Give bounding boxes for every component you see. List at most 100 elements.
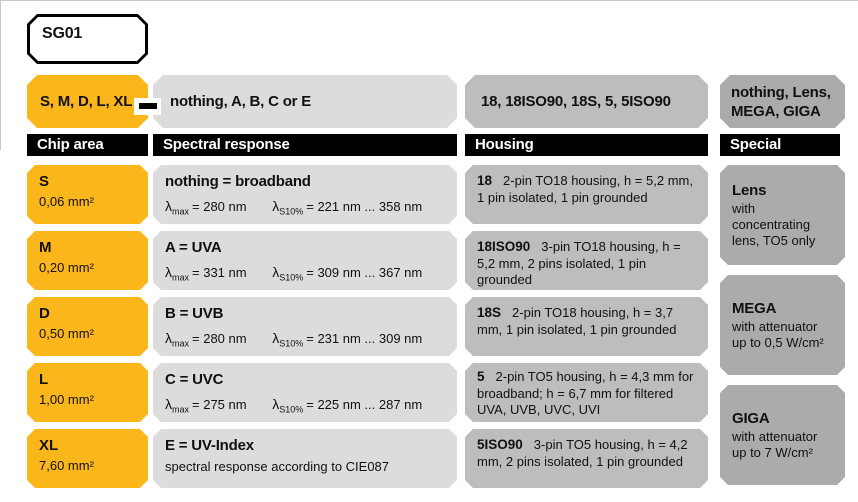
chip-code: S bbox=[39, 173, 50, 190]
housing-row-box: 18 2-pin TO18 housing, h = 5,2 mm, 1 pin … bbox=[465, 165, 708, 224]
column-header-housing: Housing bbox=[465, 134, 708, 156]
lambda-max-segment: λmax = 280 nm bbox=[165, 331, 247, 346]
selector-special-values: nothing, Lens, MEGA, GIGA bbox=[720, 75, 845, 128]
housing-code: 5ISO90 bbox=[477, 437, 523, 452]
housing-row-box: 5 2-pin TO5 housing, h = 4,3 mm for broad… bbox=[465, 363, 708, 422]
segment-dash bbox=[139, 103, 157, 109]
lambda-symbol: λ bbox=[272, 198, 280, 214]
lambda-symbol: λ bbox=[165, 330, 172, 346]
lambda-s10-segment: λS10% = 231 nm ... 309 nm bbox=[272, 331, 422, 346]
lambda-max-value: = 275 nm bbox=[192, 397, 247, 412]
special-description: with attenuator up to 0,5 W/cm² bbox=[732, 318, 824, 350]
spectral-row-box: E = UV-Index spectral response according… bbox=[153, 429, 457, 488]
lambda-s10-value: = 225 nm ... 287 nm bbox=[306, 397, 423, 412]
housing-description: 3-pin TO18 housing, h = 5,2 mm, 2 pins i… bbox=[477, 239, 681, 287]
selector-housing-values: 18, 18ISO90, 18S, 5, 5ISO90 bbox=[465, 75, 708, 128]
lambda-max-value: = 280 nm bbox=[192, 331, 247, 346]
lambda-s10-subscript: S10% bbox=[279, 206, 304, 217]
chip-area-value: 0,06 mm² bbox=[39, 194, 94, 209]
chip-area-value: 7,60 mm² bbox=[39, 458, 94, 473]
spectral-note: spectral response according to CIE087 bbox=[165, 459, 390, 474]
lambda-max-subscript: max bbox=[172, 338, 190, 349]
housing-code: 18S bbox=[477, 305, 502, 320]
lambda-s10-subscript: S10% bbox=[279, 338, 304, 349]
column-header-chip-area: Chip area bbox=[27, 134, 148, 156]
lambda-s10-subscript: S10% bbox=[279, 272, 304, 283]
lambda-s10-subscript: S10% bbox=[279, 404, 304, 415]
chip-row-box: L 1,00 mm² bbox=[27, 363, 148, 422]
lambda-s10-value: = 231 nm ... 309 nm bbox=[306, 331, 423, 346]
lambda-s10-segment: λS10% = 221 nm ... 358 nm bbox=[272, 199, 422, 214]
housing-code: 5 bbox=[477, 369, 485, 384]
spectral-row-box: A = UVA λmax = 331 nm λS10% = 309 nm ... 3… bbox=[153, 231, 457, 290]
chip-code: L bbox=[39, 371, 49, 388]
product-code: SG01 bbox=[42, 25, 83, 42]
housing-description: 2-pin TO18 housing, h = 5,2 mm, 1 pin is… bbox=[477, 173, 693, 205]
chip-row-box: M 0,20 mm² bbox=[27, 231, 148, 290]
spectral-title: C = UVC bbox=[165, 371, 224, 388]
housing-row-box: 5ISO90 3-pin TO5 housing, h = 4,2 mm, 2 p… bbox=[465, 429, 708, 488]
lambda-max-segment: λmax = 280 nm bbox=[165, 199, 247, 214]
housing-row-box: 18S 2-pin TO18 housing, h = 3,7 mm, 1 pin… bbox=[465, 297, 708, 356]
selector-special-values-label: nothing, Lens, MEGA, GIGA bbox=[731, 83, 831, 120]
lambda-s10-segment: λS10% = 225 nm ... 287 nm bbox=[272, 397, 422, 412]
spectral-row-box: nothing = broadband λmax = 280 nm λS10% = … bbox=[153, 165, 457, 224]
special-option-box: GIGA with attenuator up to 7 W/cm² bbox=[720, 385, 845, 485]
spectral-formula: λmax = 331 nm λS10% = 309 nm ... 367 nm bbox=[165, 264, 445, 281]
chip-area-value: 1,00 mm² bbox=[39, 392, 94, 407]
spectral-formula: λmax = 280 nm λS10% = 221 nm ... 358 nm bbox=[165, 198, 445, 215]
chip-area-value: 0,50 mm² bbox=[39, 326, 94, 341]
lambda-symbol: λ bbox=[165, 264, 172, 280]
chip-code: D bbox=[39, 305, 50, 322]
lambda-max-subscript: max bbox=[172, 272, 190, 283]
chip-code: M bbox=[39, 239, 52, 256]
column-header-spectral-response: Spectral response bbox=[153, 134, 457, 156]
housing-code: 18 bbox=[477, 173, 493, 188]
selector-chip-values-label: S, M, D, L, XL bbox=[40, 93, 133, 110]
chip-area-value: 0,20 mm² bbox=[39, 260, 94, 275]
lambda-max-value: = 331 nm bbox=[192, 265, 247, 280]
lambda-symbol: λ bbox=[272, 330, 280, 346]
special-title: GIGA bbox=[732, 409, 770, 427]
housing-description: 2-pin TO18 housing, h = 3,7 mm, 1 pin is… bbox=[477, 305, 677, 337]
lambda-symbol: λ bbox=[272, 264, 280, 280]
housing-description: 3-pin TO5 housing, h = 4,2 mm, 2 pins is… bbox=[477, 437, 688, 469]
lambda-max-subscript: max bbox=[172, 206, 190, 217]
lambda-s10-value: = 221 nm ... 358 nm bbox=[306, 199, 423, 214]
chip-code: XL bbox=[39, 437, 59, 454]
special-title: MEGA bbox=[732, 299, 777, 317]
special-option-box: MEGA with attenuator up to 0,5 W/cm² bbox=[720, 275, 845, 375]
special-description: with attenuator up to 7 W/cm² bbox=[732, 428, 818, 460]
spectral-formula: λmax = 280 nm λS10% = 231 nm ... 309 nm bbox=[165, 330, 445, 347]
lambda-s10-segment: λS10% = 309 nm ... 367 nm bbox=[272, 265, 422, 280]
selector-chip-values: S, M, D, L, XL bbox=[27, 75, 148, 128]
lambda-symbol: λ bbox=[272, 396, 280, 412]
selector-spectral-values: nothing, A, B, C or E bbox=[153, 75, 457, 128]
product-code-box-inner: SG01 bbox=[30, 17, 145, 61]
special-title: Lens bbox=[732, 181, 767, 199]
selector-spectral-values-label: nothing, A, B, C or E bbox=[170, 93, 312, 110]
spectral-title: nothing = broadband bbox=[165, 173, 311, 190]
column-header-special: Special bbox=[720, 134, 840, 156]
housing-description: 2-pin TO5 housing, h = 4,3 mm for broadb… bbox=[477, 369, 694, 417]
chip-row-box: XL 7,60 mm² bbox=[27, 429, 148, 488]
housing-code: 18ISO90 bbox=[477, 239, 531, 254]
spectral-title: E = UV-Index bbox=[165, 437, 254, 454]
special-description: with concentrating lens, TO5 only bbox=[732, 200, 816, 248]
lambda-s10-value: = 309 nm ... 367 nm bbox=[306, 265, 423, 280]
spectral-row-box: B = UVB λmax = 280 nm λS10% = 231 nm ... 3… bbox=[153, 297, 457, 356]
lambda-max-segment: λmax = 275 nm bbox=[165, 397, 247, 412]
lambda-symbol: λ bbox=[165, 198, 172, 214]
special-option-box: Lens with concentrating lens, TO5 only bbox=[720, 165, 845, 265]
spectral-title: B = UVB bbox=[165, 305, 224, 322]
page-left-rule bbox=[0, 0, 1, 150]
lambda-max-segment: λmax = 331 nm bbox=[165, 265, 247, 280]
lambda-symbol: λ bbox=[165, 396, 172, 412]
chip-row-box: D 0,50 mm² bbox=[27, 297, 148, 356]
product-code-box: SG01 bbox=[27, 14, 148, 64]
lambda-max-subscript: max bbox=[172, 404, 190, 415]
spectral-formula: λmax = 275 nm λS10% = 225 nm ... 287 nm bbox=[165, 396, 445, 413]
lambda-max-value: = 280 nm bbox=[192, 199, 247, 214]
chip-row-box: S 0,06 mm² bbox=[27, 165, 148, 224]
